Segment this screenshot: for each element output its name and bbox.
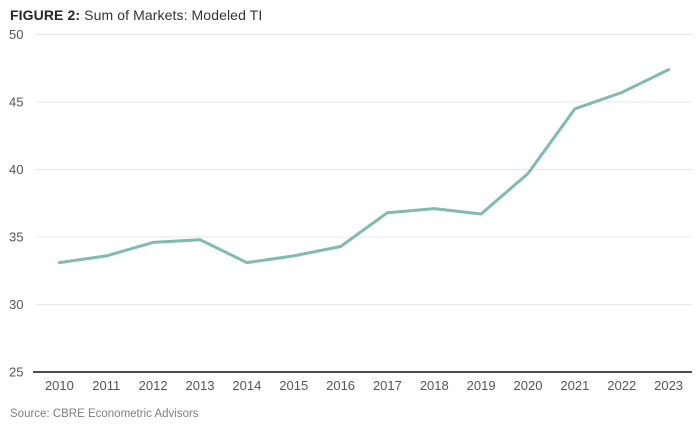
y-tick-label: 25 [9,365,23,380]
x-tick-label: 2012 [139,378,168,393]
x-tick-label: 2010 [45,378,74,393]
y-tick-label: 40 [9,162,23,177]
x-tick-label: 2022 [607,378,636,393]
x-tick-label: 2014 [232,378,261,393]
x-tick-label: 2021 [560,378,589,393]
source-note: Source: CBRE Econometric Advisors [10,408,199,420]
x-tick-label: 2018 [420,378,449,393]
figure-number-label: FIGURE 2: [10,7,81,23]
x-tick-label: 2023 [654,378,683,393]
x-tick-label: 2019 [467,378,496,393]
x-tick-label: 2020 [514,378,543,393]
x-tick-label: 2011 [92,378,120,393]
y-tick-label: 45 [9,95,23,110]
x-tick-label: 2017 [373,378,402,393]
figure-title: FIGURE 2: Sum of Markets: Modeled TI [10,7,262,23]
figure-title-text: Sum of Markets: Modeled TI [84,7,263,23]
data-line-modeled-ti [57,68,671,265]
y-tick-label: 30 [9,297,23,312]
y-tick-label: 50 [9,27,23,42]
x-tick-label: 2015 [279,378,308,393]
y-tick-label: 35 [9,230,23,245]
x-tick-label: 2013 [186,378,215,393]
x-tick-label: 2016 [326,378,355,393]
